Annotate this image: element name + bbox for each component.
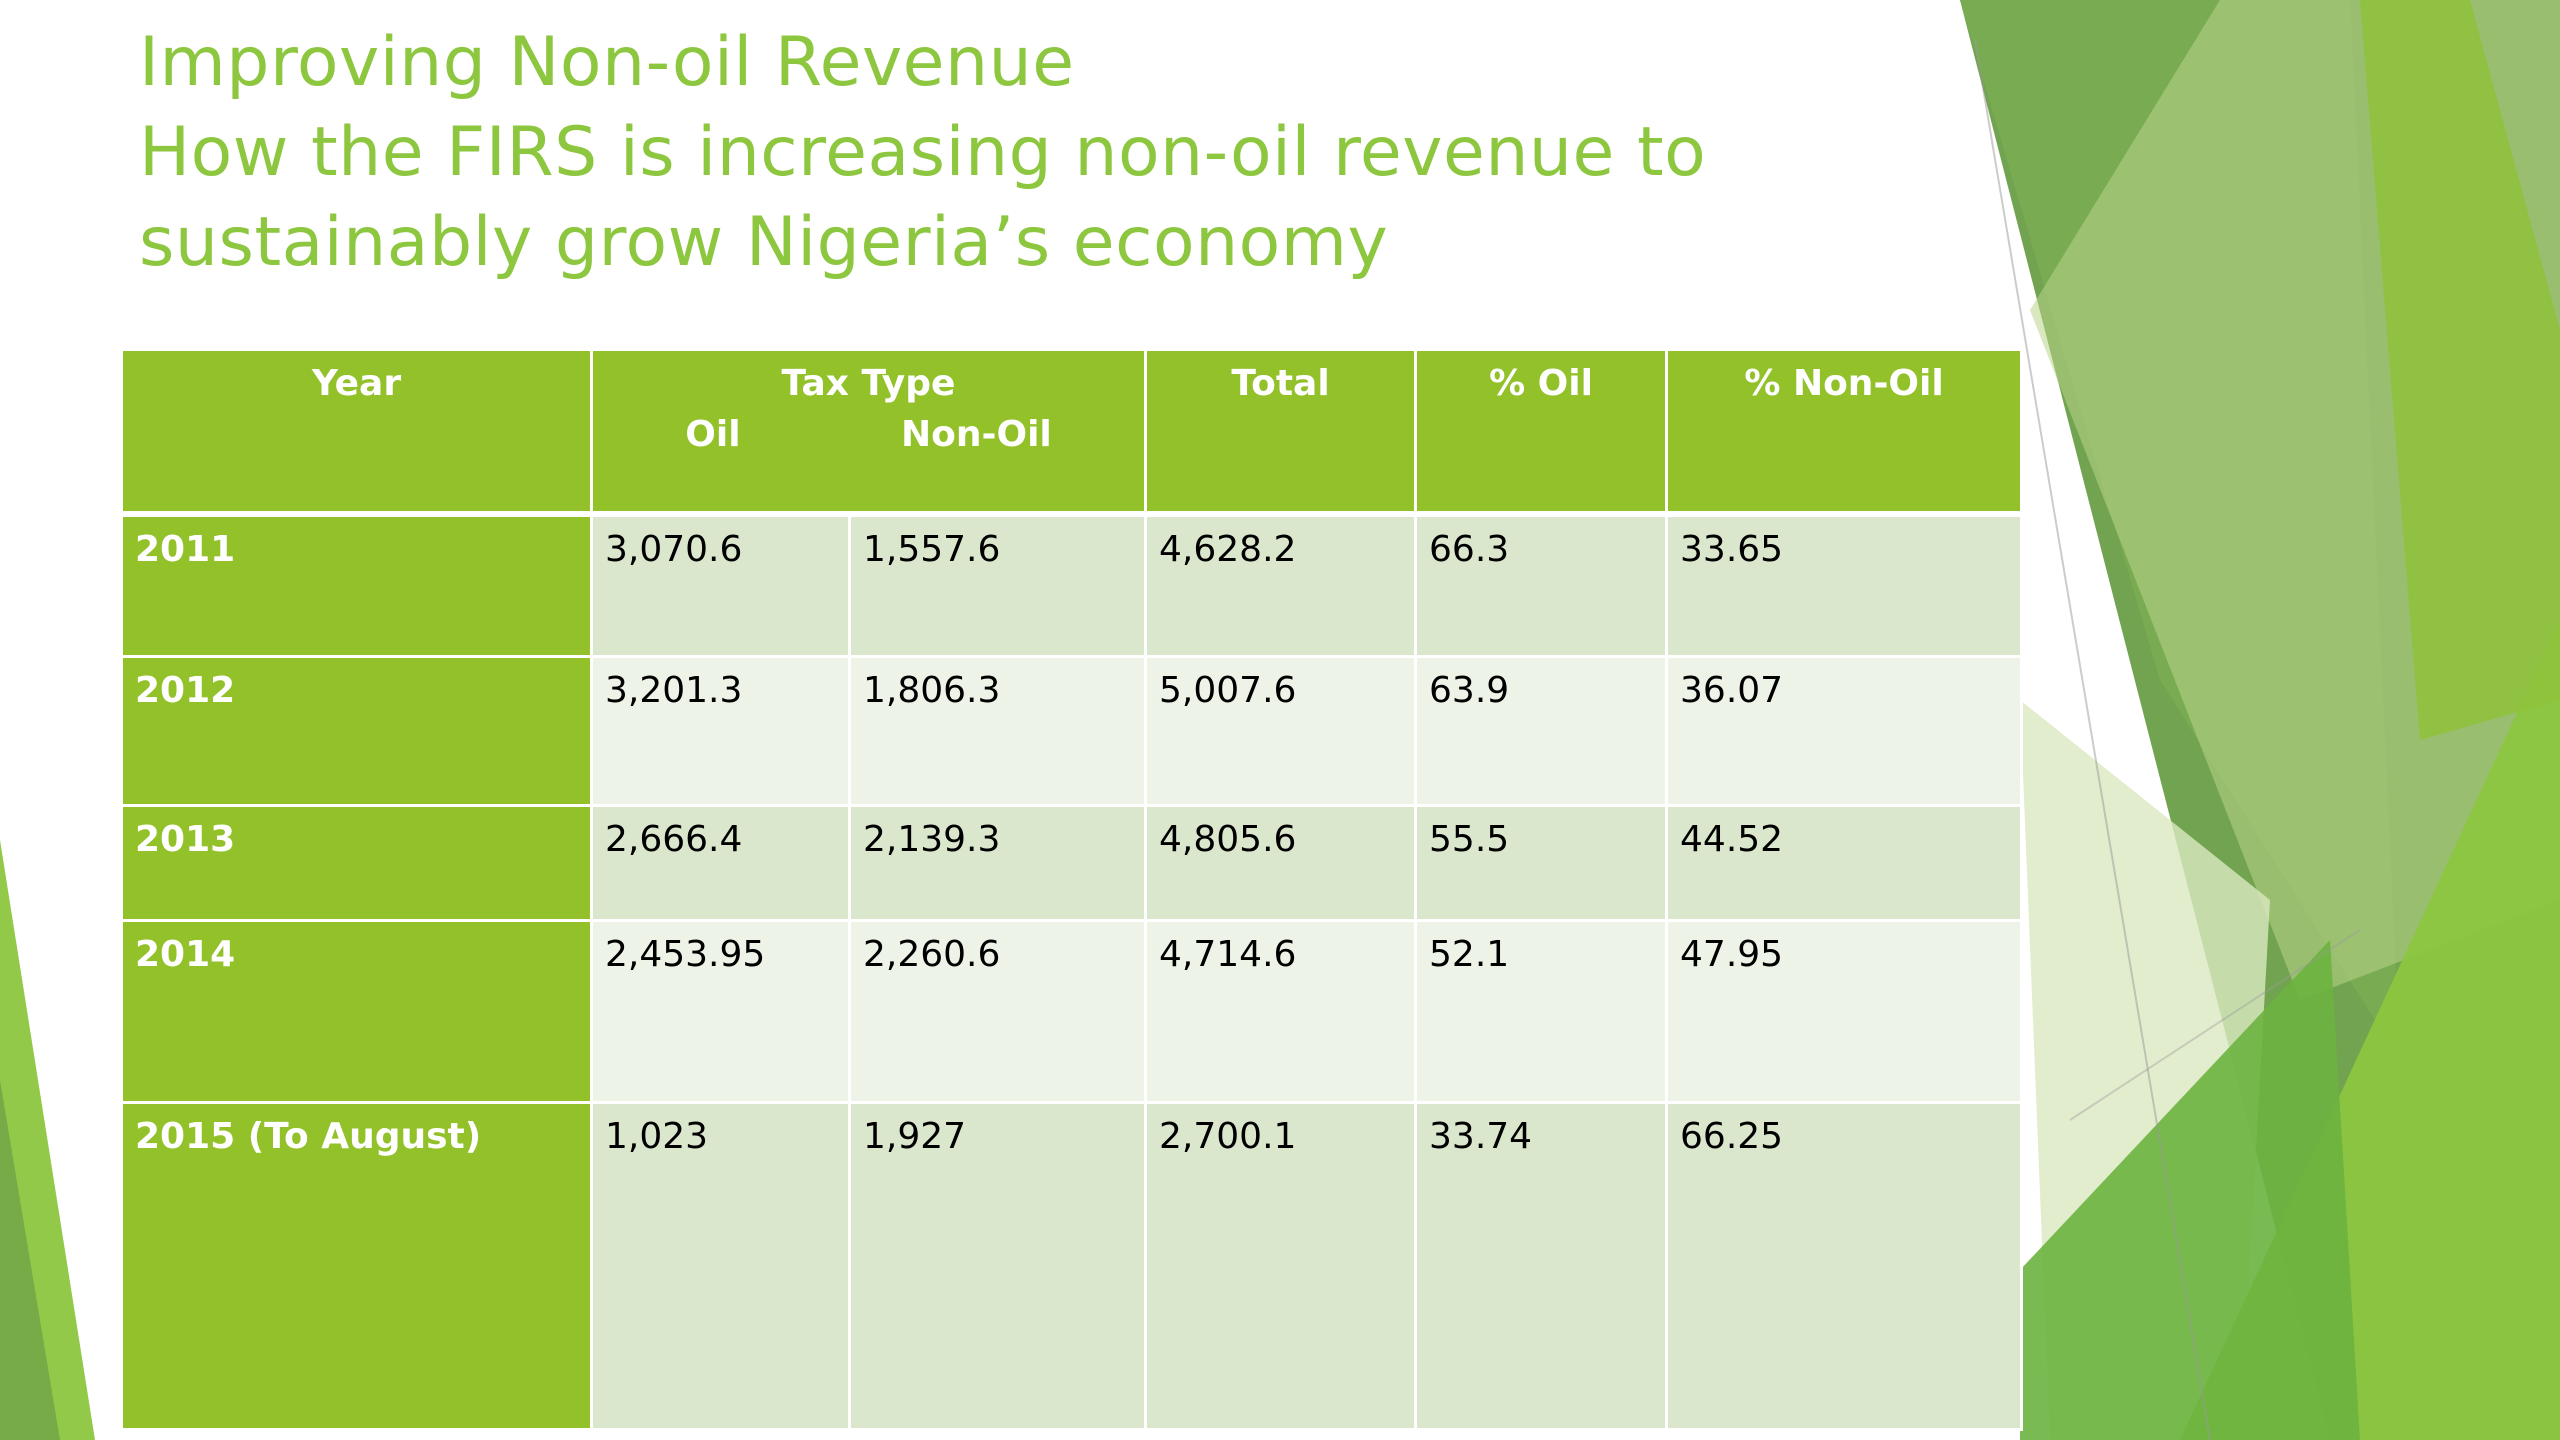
cell-year: 2011 xyxy=(120,512,593,658)
revenue-table: Year Tax Type Oil Non-Oil Total % Oil % … xyxy=(120,348,2024,1432)
table-row: 2014 2,453.95 2,260.6 4,714.6 52.1 47.95 xyxy=(120,919,2024,1104)
facet-left-dark xyxy=(0,1080,60,1440)
table-row: 2011 3,070.6 1,557.6 4,628.2 66.3 33.65 xyxy=(120,512,2024,658)
cell-oil: 2,453.95 xyxy=(590,919,851,1104)
cell-year: 2013 xyxy=(120,803,593,923)
cell-year: 2012 xyxy=(120,654,593,807)
cell-non-oil: 1,927 xyxy=(847,1100,1148,1432)
cell-pct-non-oil: 66.25 xyxy=(1665,1100,2024,1432)
cell-pct-non-oil: 36.07 xyxy=(1665,654,2024,807)
table-header-row: Year Tax Type Oil Non-Oil Total % Oil % … xyxy=(120,348,2024,517)
cell-total: 4,628.2 xyxy=(1144,512,1418,658)
title-line-1: Improving Non-oil Revenue xyxy=(139,23,1075,102)
header-tax-type: Tax Type Oil Non-Oil xyxy=(589,348,1148,517)
facet-bottom-green xyxy=(2020,940,2360,1440)
cell-total: 4,805.6 xyxy=(1144,803,1418,923)
cell-pct-oil: 63.9 xyxy=(1414,654,1669,807)
cell-pct-oil: 55.5 xyxy=(1414,803,1669,923)
cell-non-oil: 2,260.6 xyxy=(847,919,1148,1104)
cell-pct-oil: 33.74 xyxy=(1414,1100,1669,1432)
facet-line-1 xyxy=(1974,39,2211,1440)
cell-pct-non-oil: 33.65 xyxy=(1665,512,2024,658)
facet-right-strip xyxy=(2360,0,2560,740)
cell-oil: 1,023 xyxy=(590,1100,851,1432)
cell-total: 2,700.1 xyxy=(1144,1100,1418,1432)
table-row: 2012 3,201.3 1,806.3 5,007.6 63.9 36.07 xyxy=(120,654,2024,807)
table-row: 2013 2,666.4 2,139.3 4,805.6 55.5 44.52 xyxy=(120,803,2024,923)
header-non-oil: Non-Oil xyxy=(901,414,1052,455)
header-oil: Oil xyxy=(685,414,741,455)
slide-title: Improving Non-oil Revenue How the FIRS i… xyxy=(139,18,1939,288)
title-line-3: sustainably grow Nigeria’s economy xyxy=(139,203,1389,282)
cell-oil: 3,201.3 xyxy=(590,654,851,807)
cell-pct-oil: 66.3 xyxy=(1414,512,1669,658)
cell-pct-oil: 52.1 xyxy=(1414,919,1669,1104)
cell-non-oil: 1,557.6 xyxy=(847,512,1148,658)
cell-total: 5,007.6 xyxy=(1144,654,1418,807)
cell-year: 2014 xyxy=(120,919,593,1104)
cell-pct-non-oil: 47.95 xyxy=(1665,919,2024,1104)
header-tax-type-label: Tax Type xyxy=(781,363,956,404)
header-year: Year xyxy=(120,348,593,517)
title-line-2: How the FIRS is increasing non-oil reven… xyxy=(139,113,1707,192)
table-row: 2015 (To August) 1,023 1,927 2,700.1 33.… xyxy=(120,1100,2024,1432)
cell-non-oil: 2,139.3 xyxy=(847,803,1148,923)
cell-total: 4,714.6 xyxy=(1144,919,1418,1104)
cell-non-oil: 1,806.3 xyxy=(847,654,1148,807)
cell-oil: 3,070.6 xyxy=(590,512,851,658)
cell-pct-non-oil: 44.52 xyxy=(1665,803,2024,923)
cell-year: 2015 (To August) xyxy=(120,1100,593,1432)
header-total: Total xyxy=(1144,348,1418,517)
facet-line-2 xyxy=(2069,929,2361,1121)
cell-oil: 2,666.4 xyxy=(590,803,851,923)
header-pct-oil: % Oil xyxy=(1414,348,1669,517)
header-tax-type-sub: Oil Non-Oil xyxy=(605,414,1132,455)
header-pct-non-oil: % Non-Oil xyxy=(1665,348,2024,517)
